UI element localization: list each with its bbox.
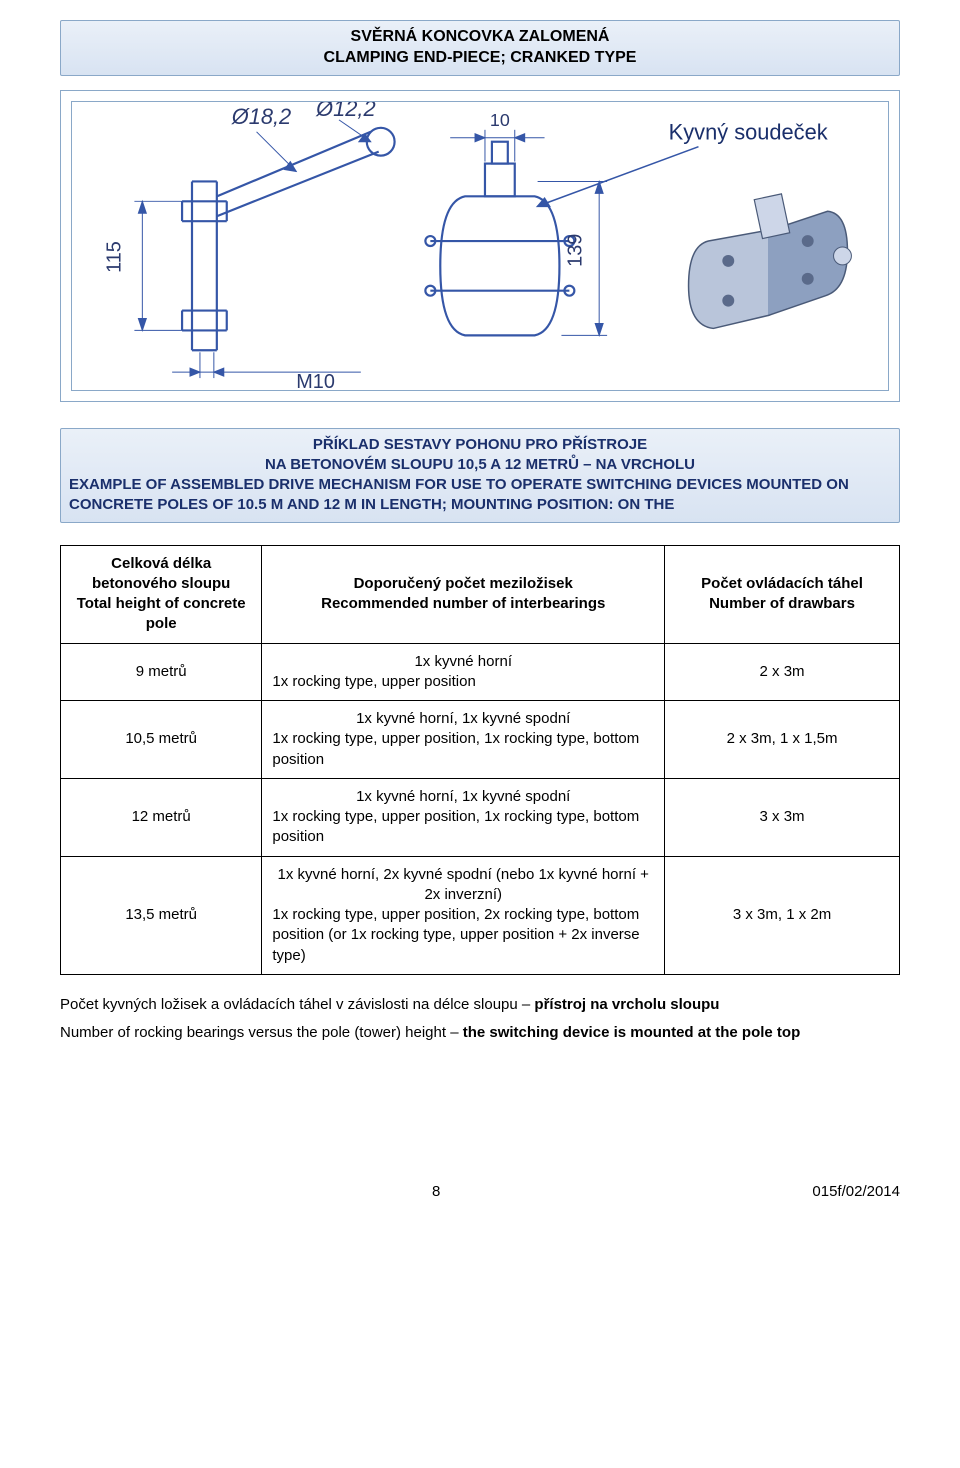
col0-header-en: Total height of concrete pole [77, 595, 246, 632]
footnote-cz-bold: přístroj na vrcholu sloupu [534, 996, 719, 1013]
col2-header-en: Number of drawbars [709, 595, 855, 612]
row1-rec: 1x kyvné horní, 1x kyvné spodní 1x rocki… [262, 701, 665, 779]
page-number: 8 [432, 1183, 440, 1200]
footnote-cz-pre: Počet kyvných ložisek a ovládacích táhel… [60, 996, 534, 1013]
doc-code: 015f/02/2014 [812, 1183, 900, 1200]
row0-rec-cz: 1x kyvné horní [272, 652, 654, 672]
title-en: CLAMPING END-PIECE; CRANKED TYPE [61, 48, 899, 69]
row0-rec-en: 1x rocking type, upper position [272, 673, 475, 690]
row1-rec-cz: 1x kyvné horní, 1x kyvné spodní [272, 709, 654, 729]
dim-d122-text: Ø12,2 [315, 102, 375, 121]
example-en: EXAMPLE OF ASSEMBLED DRIVE MECHANISM FOR… [69, 475, 891, 516]
dim-10-text: 10 [490, 109, 510, 129]
example-banner: PŘÍKLAD SESTAVY POHONU PRO PŘÍSTROJE NA … [60, 428, 900, 523]
title-cz: SVĚRNÁ KONCOVKA ZALOMENÁ [61, 27, 899, 48]
row0-len: 9 metrů [61, 643, 262, 701]
row3-rec-en: 1x rocking type, upper position, 2x rock… [272, 906, 639, 964]
row1-len: 10,5 metrů [61, 701, 262, 779]
footnote-cz: Počet kyvných ložisek a ovládacích táhel… [60, 995, 900, 1015]
row3-rec: 1x kyvné horní, 2x kyvné spodní (nebo 1x… [262, 856, 665, 974]
row3-draw: 3 x 3m, 1 x 2m [665, 856, 900, 974]
example-cz-line1: PŘÍKLAD SESTAVY POHONU PRO PŘÍSTROJE [69, 435, 891, 455]
example-cz-line2: NA BETONOVÉM SLOUPU 10,5 A 12 METRŮ – NA… [69, 455, 891, 475]
title-banner: SVĚRNÁ KONCOVKA ZALOMENÁ CLAMPING END-PI… [60, 20, 900, 76]
row1-draw: 2 x 3m, 1 x 1,5m [665, 701, 900, 779]
row2-rec-en: 1x rocking type, upper position, 1x rock… [272, 808, 639, 845]
table-row: 13,5 metrů 1x kyvné horní, 2x kyvné spod… [61, 856, 900, 974]
interbearings-table: Celková délka betonového sloupu Total he… [60, 545, 900, 975]
col0-header-cz: Celková délka betonového sloupu [92, 555, 230, 592]
drawing-inner-frame: Ø18,2 Ø12,2 10 115 139 M10 Kyvný soudeče… [71, 101, 889, 391]
page-footer: 8 015f/02/2014 [60, 1183, 900, 1200]
row2-draw: 3 x 3m [665, 778, 900, 856]
footnote-en-pre: Number of rocking bearings versus the po… [60, 1024, 463, 1041]
col1-header-en: Recommended number of interbearings [321, 595, 605, 612]
row3-len: 13,5 metrů [61, 856, 262, 974]
drawing-outer-frame: Ø18,2 Ø12,2 10 115 139 M10 Kyvný soudeče… [60, 90, 900, 402]
table-row: 9 metrů 1x kyvné horní 1x rocking type, … [61, 643, 900, 701]
row2-len: 12 metrů [61, 778, 262, 856]
dim-139-text: 139 [564, 233, 586, 266]
col1-header-cz: Doporučený počet meziložisek [354, 575, 573, 592]
row1-rec-en: 1x rocking type, upper position, 1x rock… [272, 730, 639, 767]
dim-d182-text: Ø18,2 [231, 103, 291, 128]
row2-rec-cz: 1x kyvné horní, 1x kyvné spodní [272, 787, 654, 807]
dim-115-text: 115 [103, 241, 125, 273]
table-header-row: Celková délka betonového sloupu Total he… [61, 545, 900, 643]
col0-header: Celková délka betonového sloupu Total he… [61, 545, 262, 643]
row0-draw: 2 x 3m [665, 643, 900, 701]
dim-m10-text: M10 [296, 371, 335, 390]
row2-rec: 1x kyvné horní, 1x kyvné spodní 1x rocki… [262, 778, 665, 856]
table-row: 10,5 metrů 1x kyvné horní, 1x kyvné spod… [61, 701, 900, 779]
footnote-en-bold: the switching device is mounted at the p… [463, 1024, 801, 1041]
row3-rec-cz: 1x kyvné horní, 2x kyvné spodní (nebo 1x… [272, 865, 654, 906]
table-row: 12 metrů 1x kyvné horní, 1x kyvné spodní… [61, 778, 900, 856]
col2-header: Počet ovládacích táhel Number of drawbar… [665, 545, 900, 643]
col1-header: Doporučený počet meziložisek Recommended… [262, 545, 665, 643]
label-kyvny-soudecek: Kyvný soudeček [669, 119, 828, 144]
footnote-en: Number of rocking bearings versus the po… [60, 1023, 900, 1043]
technical-drawing-svg: Ø18,2 Ø12,2 10 115 139 M10 Kyvný soudeče… [72, 102, 888, 390]
row0-rec: 1x kyvné horní 1x rocking type, upper po… [262, 643, 665, 701]
col2-header-cz: Počet ovládacích táhel [701, 575, 863, 592]
